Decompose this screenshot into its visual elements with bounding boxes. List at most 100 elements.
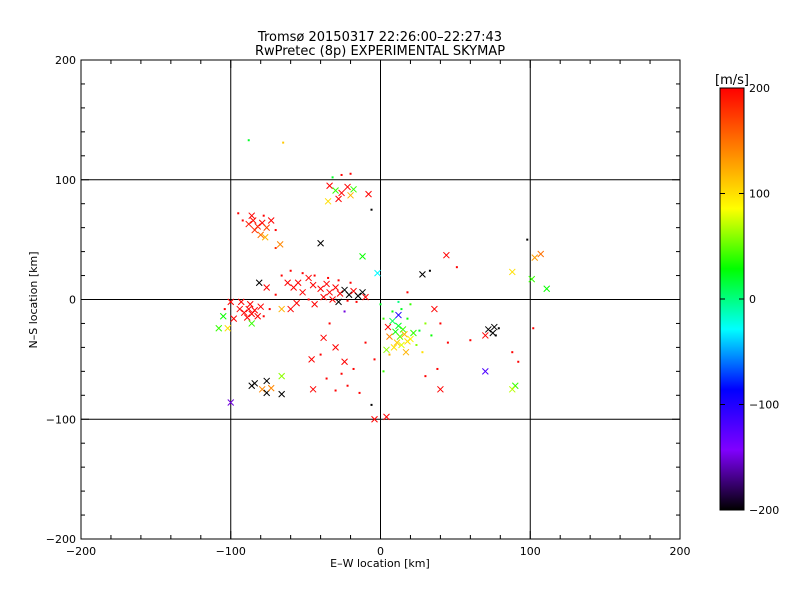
- colorbar-tick-label: 200: [749, 82, 770, 95]
- data-point-dot: [424, 322, 427, 325]
- data-point-cross: [293, 299, 300, 307]
- data-point-cross: [481, 367, 489, 375]
- data-point-dot: [397, 300, 400, 303]
- data-point-dot: [428, 269, 431, 272]
- data-point-cross: [246, 300, 254, 308]
- data-point-cross: [326, 182, 333, 190]
- data-point-dot: [307, 298, 310, 301]
- data-point-cross: [365, 190, 372, 198]
- data-point-dot: [313, 274, 316, 277]
- data-point-cross: [332, 187, 339, 194]
- data-point-cross: [236, 305, 244, 313]
- data-point-cross: [336, 290, 344, 297]
- data-point-cross: [484, 326, 492, 333]
- data-point-cross: [320, 293, 327, 301]
- data-point-cross: [323, 280, 330, 288]
- data-point-cross: [267, 384, 275, 392]
- data-point-cross: [240, 309, 248, 317]
- data-point-cross: [537, 250, 545, 258]
- data-point-cross: [251, 379, 259, 387]
- data-point-dot: [337, 279, 340, 282]
- data-point-cross: [254, 312, 262, 320]
- data-point-dot: [262, 214, 265, 217]
- data-point-dot: [327, 276, 330, 279]
- data-point-cross: [398, 341, 405, 349]
- grid-lines: [81, 60, 680, 539]
- data-point-cross: [257, 231, 265, 239]
- data-point-cross: [287, 305, 295, 313]
- data-point-cross: [263, 377, 271, 385]
- data-point-cross: [326, 288, 333, 296]
- data-point-cross: [402, 348, 410, 356]
- data-point-dot: [274, 293, 277, 296]
- data-point-dot: [328, 322, 331, 325]
- data-point-cross: [329, 296, 336, 303]
- colorbar-tick-label: −100: [749, 399, 779, 412]
- data-point-cross: [248, 320, 256, 327]
- data-point-cross: [362, 293, 369, 301]
- data-point-dot: [274, 229, 277, 232]
- data-point-cross: [237, 298, 245, 306]
- data-point-cross: [243, 314, 251, 321]
- data-point-dot: [340, 372, 343, 375]
- data-point-cross: [374, 269, 381, 277]
- data-point-cross: [276, 241, 284, 248]
- data-point-cross: [261, 233, 269, 241]
- data-point-cross: [389, 317, 396, 325]
- axis-ticks: [80, 59, 681, 540]
- data-point-cross: [257, 303, 265, 311]
- data-point-cross: [267, 217, 275, 224]
- data-point-dot: [237, 212, 240, 215]
- data-point-cross: [255, 279, 263, 287]
- data-point-cross: [284, 279, 292, 287]
- data-point-cross: [263, 284, 271, 291]
- data-point-cross: [227, 399, 235, 406]
- data-point-cross: [317, 285, 324, 293]
- data-point-dot: [301, 272, 304, 275]
- data-point-dot: [282, 141, 285, 144]
- data-point-cross: [395, 322, 402, 330]
- data-point-dot: [379, 303, 382, 306]
- data-point-dot: [424, 375, 427, 378]
- data-point-dot: [382, 370, 385, 373]
- data-point-cross: [324, 197, 332, 205]
- data-point-dot: [370, 208, 373, 211]
- data-point-dot: [370, 403, 373, 406]
- data-point-cross: [528, 275, 536, 283]
- data-point-cross: [419, 270, 426, 278]
- data-point-dot: [364, 341, 367, 344]
- y-tick-labels: −200 −100 0 100 200: [46, 54, 76, 546]
- chart-title: Tromsø 20150317 22:26:00–22:27:43: [257, 30, 502, 45]
- data-point-cross: [308, 356, 315, 363]
- data-point-cross: [263, 224, 271, 232]
- data-point-cross: [437, 385, 444, 393]
- data-point-cross: [345, 291, 353, 299]
- colorbar-label: [m/s]: [715, 73, 749, 88]
- data-point-cross: [309, 281, 317, 289]
- data-point-cross: [341, 358, 348, 366]
- data-point-cross: [311, 300, 318, 308]
- data-point-cross: [224, 324, 232, 332]
- data-point-cross: [371, 415, 378, 423]
- data-point-cross: [396, 333, 404, 340]
- data-point-dot: [391, 310, 394, 313]
- data-point-cross: [245, 305, 253, 313]
- data-point-dot: [358, 391, 361, 394]
- data-point-dot: [418, 329, 421, 332]
- data-point-cross: [383, 413, 390, 421]
- data-point-dot: [247, 139, 250, 142]
- data-point-dot: [274, 247, 277, 250]
- data-point-dot: [517, 360, 520, 363]
- data-point-dot: [388, 353, 391, 356]
- data-point-dot: [430, 334, 433, 337]
- data-point-cross: [320, 334, 327, 342]
- data-point-cross: [407, 335, 414, 343]
- data-point-cross: [431, 305, 438, 313]
- data-point-cross: [299, 288, 306, 296]
- data-point-dot: [455, 266, 458, 269]
- data-point-dot: [511, 351, 514, 354]
- data-point-cross: [332, 344, 339, 351]
- data-point-dot: [373, 358, 376, 361]
- x-tick-label: −100: [216, 545, 246, 558]
